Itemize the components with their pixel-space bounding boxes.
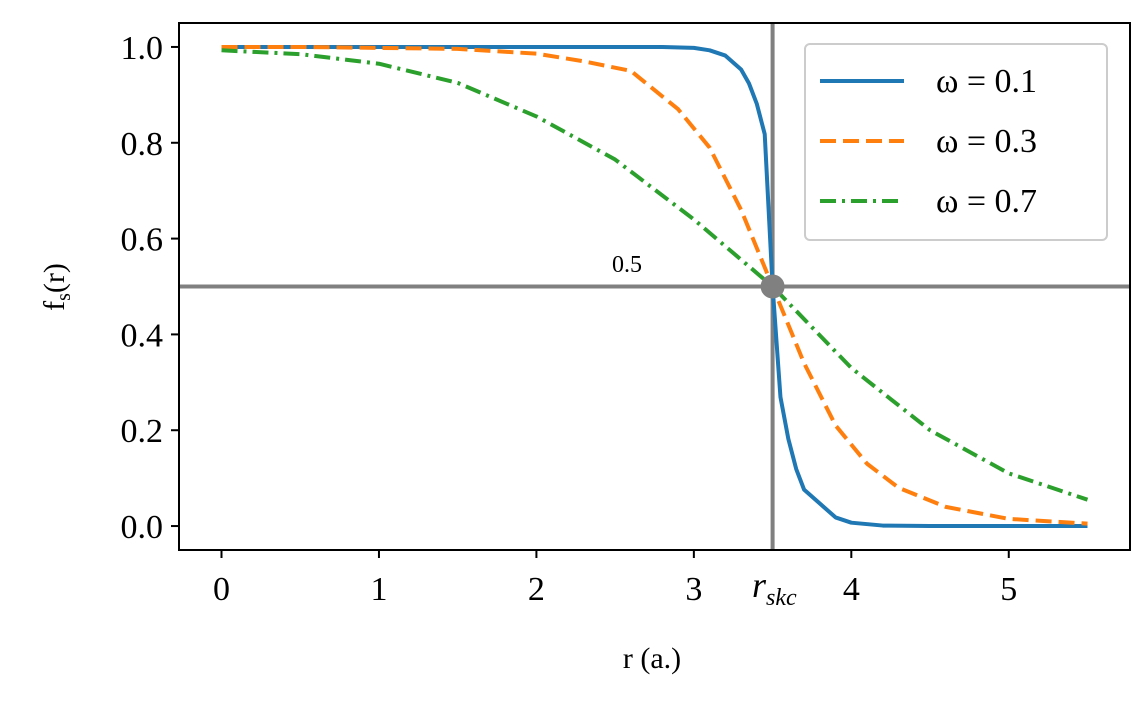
y-tick-label: 0.4 bbox=[121, 317, 164, 354]
x-tick-label: 0 bbox=[213, 571, 230, 608]
rskc-sub: skc bbox=[766, 585, 797, 611]
x-tick-label: 5 bbox=[1000, 571, 1017, 608]
y-tick-label: 1.0 bbox=[121, 30, 164, 67]
intersection-group bbox=[760, 274, 785, 299]
series-line-1 bbox=[221, 44, 1088, 529]
legend-box bbox=[804, 43, 1108, 241]
y-axis-ticks: 0.0 0.2 0.4 0.6 0.8 1.0 bbox=[121, 30, 179, 546]
y-tick-label: 0.0 bbox=[121, 509, 164, 546]
y-tick-label: 0.6 bbox=[121, 222, 164, 259]
y-tick-label: 0.8 bbox=[121, 126, 164, 163]
x-tick-label: 3 bbox=[685, 571, 702, 608]
y-tick-label: 0.2 bbox=[121, 413, 164, 450]
legend: ω = 0.1 ω = 0.3 ω = 0.7 bbox=[804, 43, 1108, 241]
x-axis-ticks: 0 1 2 3 4 5 bbox=[213, 550, 1017, 608]
plot-frame bbox=[178, 22, 1131, 551]
x-tick-label: 4 bbox=[843, 571, 860, 608]
x-tick-label: 2 bbox=[528, 571, 545, 608]
series-line-2 bbox=[221, 44, 1088, 526]
y-axis-label: fs(r) bbox=[38, 263, 75, 311]
legend-label-2: ω = 0.3 bbox=[936, 123, 1037, 160]
series-line-3 bbox=[221, 48, 1089, 502]
y-label-tail: (r) bbox=[38, 263, 71, 293]
series-lines bbox=[221, 44, 1089, 529]
x-tick-label: 1 bbox=[370, 571, 387, 608]
legend-label-1: ω = 0.1 bbox=[936, 63, 1037, 100]
half-annotation: 0.5 bbox=[612, 252, 642, 278]
y-label-sub: s bbox=[53, 293, 75, 301]
rskc-annotation: rskc bbox=[752, 565, 797, 611]
rskc-main: r bbox=[752, 565, 767, 605]
legend-label-3: ω = 0.7 bbox=[936, 183, 1037, 220]
x-axis-label: r (a.) bbox=[623, 642, 681, 675]
y-label-main: f bbox=[38, 301, 71, 311]
intersection-point bbox=[760, 274, 785, 299]
